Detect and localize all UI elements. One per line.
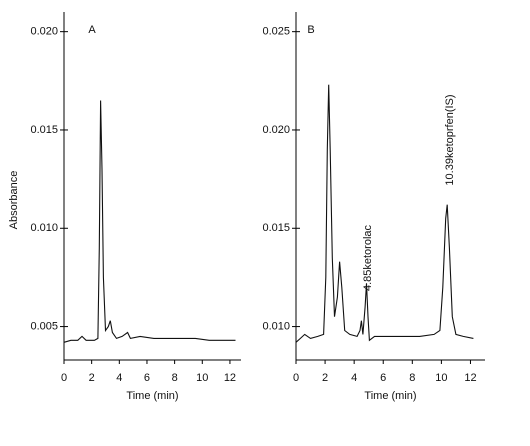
x-tick-label: 0: [61, 372, 67, 384]
x-tick-label: 10: [196, 372, 208, 384]
x-tick-label: 6: [144, 372, 150, 384]
chromatogram-line: [63, 100, 236, 343]
y-tick-label: 0.020: [262, 124, 290, 136]
x-tick-label: 8: [172, 372, 178, 384]
peak-label: 10.39ketoprfen(IS): [444, 94, 456, 185]
x-tick-label: 2: [89, 372, 95, 384]
y-tick-label: 0.015: [30, 124, 58, 136]
y-tick-label: 0.010: [30, 222, 58, 234]
y-tick-label: 0.005: [30, 320, 58, 332]
x-tick-label: 2: [322, 372, 328, 384]
x-tick-label: 8: [409, 372, 415, 384]
x-axis-label: Time (min): [126, 390, 178, 402]
panel-label: B: [307, 24, 314, 36]
x-axis-label: Time (min): [364, 390, 416, 402]
chromatogram-line: [295, 84, 474, 343]
x-tick-label: 10: [435, 372, 447, 384]
y-axis-label: Absorbance: [8, 171, 20, 230]
x-tick-label: 12: [464, 372, 476, 384]
peak-label: 4.85ketorolac: [362, 224, 374, 291]
y-tick-label: 0.020: [30, 26, 58, 38]
x-tick-label: 6: [380, 372, 386, 384]
x-tick-label: 4: [351, 372, 357, 384]
y-tick-label: 0.010: [262, 320, 290, 332]
x-tick-label: 0: [293, 372, 299, 384]
panel-label: A: [88, 24, 96, 36]
x-tick-label: 4: [116, 372, 122, 384]
x-tick-label: 12: [224, 372, 236, 384]
y-tick-label: 0.025: [262, 26, 290, 38]
y-tick-label: 0.015: [262, 222, 290, 234]
